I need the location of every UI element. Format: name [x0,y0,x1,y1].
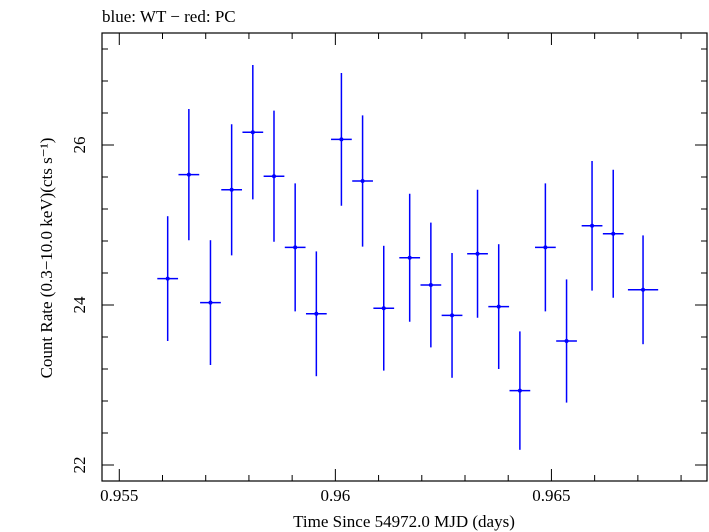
axis-tick-labels: 0.955 0.96 0.965 22 24 26 [70,137,571,506]
x-axis-label: Time Since 54972.0 MJD (days) [293,512,515,531]
data-point [441,253,463,378]
point-marker [250,130,255,135]
data-point [602,169,624,298]
data-point [284,183,306,312]
data-point [581,161,603,291]
x-tick-label: 0.955 [100,486,138,505]
point-marker [611,231,616,236]
data-point [420,222,442,348]
y-tick-label: 24 [70,296,89,314]
chart-title: blue: WT − red: PC [102,7,236,26]
point-marker [407,255,412,260]
point-marker [314,311,319,316]
point-marker [360,179,365,183]
data-point [178,109,200,241]
data-point [263,110,285,242]
point-marker [293,245,298,250]
data-point [627,235,659,345]
point-marker [641,287,646,292]
point-marker [564,339,569,343]
data-point [305,251,327,377]
data-point [509,331,531,450]
data-point [242,65,264,200]
data-point [373,245,395,371]
y-axis-label: Count Rate (0.3−10.0 keV)(cts s⁻¹) [37,138,56,379]
point-marker [428,283,433,287]
data-point [221,124,243,256]
point-marker [496,304,501,309]
point-marker [590,223,595,228]
data-point [399,193,421,322]
data-point [331,73,352,206]
point-marker [543,245,548,250]
y-tick-label: 26 [70,137,89,154]
point-marker [381,306,386,311]
y-tick-label: 22 [70,457,89,474]
point-marker [475,251,480,256]
data-point [467,189,488,318]
point-marker [339,137,344,142]
point-marker [186,172,191,177]
data-point [535,183,556,312]
point-marker [517,388,522,393]
plot-frame [101,32,708,482]
data-point [200,240,221,365]
data-points [157,65,659,450]
axis-ticks [102,33,707,481]
point-marker [271,174,276,179]
data-point [352,115,373,247]
point-marker [165,276,170,281]
point-marker [208,300,213,305]
data-point [556,279,577,403]
data-point [488,244,510,369]
data-point [157,216,179,341]
point-marker [229,187,234,192]
point-marker [450,313,455,318]
x-tick-label: 0.965 [532,486,570,505]
x-tick-label: 0.96 [320,486,350,505]
